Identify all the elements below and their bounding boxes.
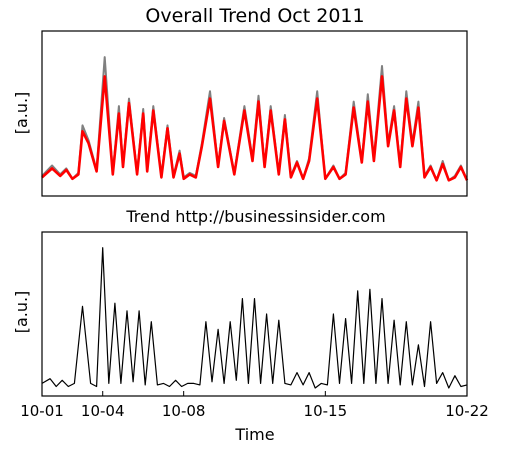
x-tick-label: 10-15 [304, 402, 348, 420]
x-axis-ticks: 10-01 10-04 10-08 10-15 10-22 [20, 391, 489, 420]
series-line-1-0 [41, 247, 468, 389]
overall-chart-title: Overall Trend Oct 2011 [145, 5, 364, 27]
x-tick-label: 10-04 [81, 402, 125, 420]
x-tick-label: 10-08 [162, 402, 206, 420]
businessinsider-plot-frame [41, 231, 468, 397]
x-tick-label: 10-01 [20, 402, 64, 420]
series-line-0-1 [41, 75, 469, 182]
overall-plot-frame [41, 30, 468, 197]
x-axis-label: Time [234, 425, 274, 444]
businessinsider-y-axis-label: [a.u.] [12, 291, 31, 334]
overall-y-axis-label: [a.u.] [12, 92, 31, 135]
businessinsider-chart-title: Trend http://businessinsider.com [125, 207, 385, 226]
overall-plot-area [41, 56, 469, 182]
x-tick-label: 10-22 [445, 402, 489, 420]
overall-trend-chart: Overall Trend Oct 2011 [a.u.] [12, 5, 469, 197]
businessinsider-plot-area [41, 247, 468, 389]
businessinsider-trend-chart: Trend http://businessinsider.com [a.u.] … [12, 207, 489, 444]
